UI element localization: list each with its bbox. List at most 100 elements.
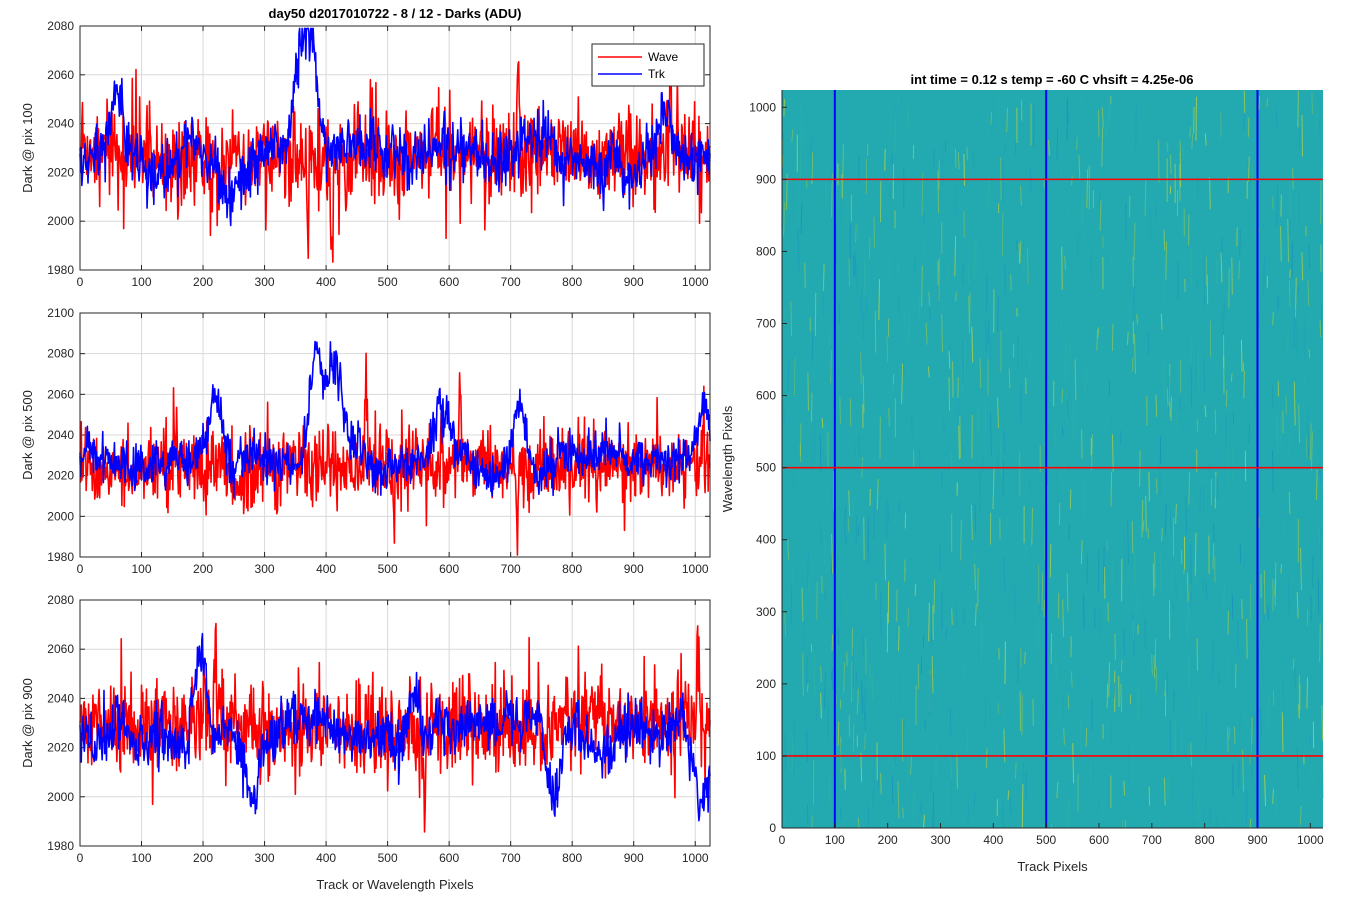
heatmap-streak xyxy=(1166,142,1169,152)
heatmap-streak xyxy=(891,775,894,804)
heatmap-streak xyxy=(1135,105,1137,149)
heatmap-streak xyxy=(1106,683,1109,708)
heatmap-streak xyxy=(928,291,931,308)
heatmap-streak xyxy=(959,416,961,459)
x-tick-label: 1000 xyxy=(682,562,709,576)
heatmap-streak xyxy=(1024,651,1026,664)
heatmap-streak xyxy=(1001,212,1004,257)
heatmap-streak xyxy=(815,707,818,722)
heatmap-streak xyxy=(1272,450,1274,493)
heatmap-streak xyxy=(1165,241,1168,280)
heatmap-streak xyxy=(916,415,919,432)
y-tick-label: 1980 xyxy=(47,263,74,277)
heatmap-streak xyxy=(955,603,958,629)
heatmap-streak xyxy=(1319,623,1321,662)
heatmap-streak xyxy=(857,525,860,537)
heatmap-streak xyxy=(943,418,945,432)
y-tick-label: 1000 xyxy=(749,100,776,114)
heatmap-streak xyxy=(792,474,795,491)
heatmap-streak xyxy=(908,315,910,344)
heatmap-streak xyxy=(1287,331,1289,352)
heatmap-streak xyxy=(987,319,990,345)
y-tick-label: 2040 xyxy=(47,428,74,442)
heatmap-streak xyxy=(1238,758,1240,789)
heatmap-streak xyxy=(941,471,943,489)
heatmap-streak xyxy=(956,753,958,789)
heatmap-streak xyxy=(1231,257,1233,295)
heatmap-streak xyxy=(1193,106,1195,134)
heatmap-streak xyxy=(1191,771,1194,811)
heatmap-streak xyxy=(973,241,976,280)
heatmap-streak xyxy=(954,235,957,277)
x-tick-label: 400 xyxy=(316,851,336,865)
heatmap-streak xyxy=(1162,273,1165,306)
heatmap-streak xyxy=(878,279,880,321)
heatmap-streak xyxy=(1137,686,1140,723)
heatmap-streak xyxy=(806,657,808,685)
heatmap-streak xyxy=(1062,694,1065,720)
heatmap-streak xyxy=(1169,721,1172,753)
heatmap-streak xyxy=(1189,591,1192,609)
heatmap-streak xyxy=(1276,585,1278,597)
heatmap-streak xyxy=(891,153,894,178)
heatmap-streak xyxy=(960,359,963,396)
heatmap-streak xyxy=(1280,226,1282,262)
heatmap-streak xyxy=(1187,744,1190,756)
heatmap-streak xyxy=(852,724,855,752)
heatmap-streak xyxy=(939,572,942,591)
heatmap-streak xyxy=(1020,185,1022,206)
heatmap-streak xyxy=(1002,159,1004,204)
heatmap-streak xyxy=(830,671,833,681)
heatmap-streak xyxy=(862,311,865,342)
heatmap-streak xyxy=(1139,450,1141,487)
heatmap-streak xyxy=(830,349,833,384)
x-tick-label: 600 xyxy=(439,562,459,576)
legend-label-trk: Trk xyxy=(648,67,666,81)
heatmap-streak xyxy=(1274,579,1276,596)
heatmap-streak xyxy=(967,265,970,284)
x-tick-label: 100 xyxy=(132,851,152,865)
heatmap-streak xyxy=(1054,651,1057,678)
heatmap-streak xyxy=(1160,366,1163,387)
heatmap-streak xyxy=(1111,323,1114,351)
x-tick-label: 400 xyxy=(983,833,1003,847)
heatmap-streak xyxy=(1119,430,1122,445)
heatmap-streak xyxy=(1239,709,1241,732)
heatmap-streak xyxy=(847,517,850,533)
heatmap-streak xyxy=(937,171,939,214)
heatmap-streak xyxy=(914,583,917,596)
heatmap-streak xyxy=(1299,805,1302,825)
x-tick-label: 300 xyxy=(255,275,275,289)
x-tick-label: 0 xyxy=(77,275,84,289)
heatmap-streak xyxy=(1003,728,1006,763)
heatmap-streak xyxy=(1024,537,1027,560)
heatmap-streak xyxy=(985,321,987,352)
heatmap-streak xyxy=(1296,747,1299,791)
x-axis-label: Track or Wavelength Pixels xyxy=(316,877,474,892)
y-tick-label: 1980 xyxy=(47,839,74,853)
heatmap-streak xyxy=(1250,619,1253,633)
heatmap-streak xyxy=(901,363,904,404)
heatmap-streak xyxy=(1209,802,1212,829)
heatmap-streak xyxy=(1084,558,1087,580)
y-tick-label: 300 xyxy=(756,605,776,619)
heatmap-streak xyxy=(1247,156,1250,182)
heatmap-streak xyxy=(985,748,988,769)
heatmap-streak xyxy=(1061,426,1064,437)
heatmap-streak xyxy=(1111,434,1114,472)
heatmap-streak xyxy=(968,296,970,334)
x-tick-label: 200 xyxy=(193,275,213,289)
heatmap-streak xyxy=(1189,126,1192,138)
x-tick-label: 800 xyxy=(562,851,582,865)
heatmap-streak xyxy=(1148,786,1151,806)
series-line-trk xyxy=(79,27,711,227)
x-tick-label: 700 xyxy=(501,851,521,865)
heatmap-streak xyxy=(821,418,824,428)
heatmap-streak xyxy=(1239,544,1242,564)
x-tick-label: 700 xyxy=(1142,833,1162,847)
heatmap-streak xyxy=(1197,173,1199,197)
heatmap-streak xyxy=(1260,706,1262,735)
heatmap-streak xyxy=(1195,96,1197,141)
heatmap-streak xyxy=(1120,683,1122,713)
heatmap-streak xyxy=(1289,183,1291,216)
